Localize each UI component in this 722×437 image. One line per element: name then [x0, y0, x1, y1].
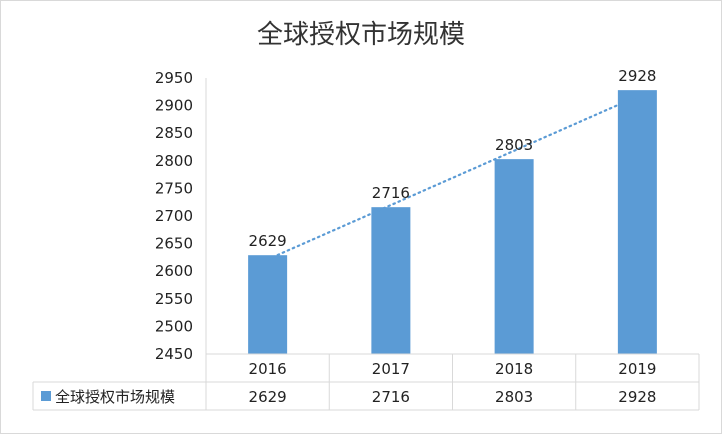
x-tick-label: 2016	[249, 360, 287, 378]
y-tick-label: 2450	[155, 345, 193, 363]
y-tick-label: 2650	[155, 235, 193, 253]
table-value: 2928	[618, 388, 656, 406]
trendline	[266, 95, 639, 261]
legend-swatch	[41, 391, 51, 401]
y-tick-label: 2750	[155, 179, 193, 197]
table-value: 2803	[495, 388, 533, 406]
y-axis: 2450 2500 2550 2600 2650 2700 2750 2800 2850 2900…	[155, 69, 207, 363]
y-tick-label: 2850	[155, 124, 193, 142]
bar	[617, 90, 657, 355]
data-label: 2928	[618, 67, 656, 85]
bar	[371, 207, 411, 354]
x-tick-label: 2019	[618, 360, 656, 378]
y-tick-label: 2550	[155, 290, 193, 308]
y-tick-label: 2700	[155, 207, 193, 225]
bars	[248, 90, 657, 355]
legend-label: 全球授权市场规模	[55, 388, 175, 406]
y-tick-label: 2900	[155, 97, 193, 115]
table-value: 2716	[372, 388, 410, 406]
y-tick-label: 2500	[155, 317, 193, 335]
trendline-group	[266, 95, 639, 261]
chart-title: 全球授权市场规模	[257, 20, 465, 50]
bar	[248, 255, 288, 354]
data-labels: 2629 2716 2803 2928	[249, 67, 657, 250]
y-tick-label: 2950	[155, 69, 193, 87]
x-tick-label: 2018	[495, 360, 533, 378]
data-label: 2803	[495, 136, 533, 154]
table-value: 2629	[249, 388, 287, 406]
y-tick-label: 2600	[155, 262, 193, 280]
x-tick-label: 2017	[372, 360, 410, 378]
data-label: 2629	[249, 232, 287, 250]
data-label: 2716	[372, 184, 410, 202]
data-table: 2016 2017 2018 2019 全球授权市场规模 2629 2716 2803 2928	[32, 353, 700, 411]
bar	[494, 159, 534, 354]
y-tick-label: 2800	[155, 152, 193, 170]
